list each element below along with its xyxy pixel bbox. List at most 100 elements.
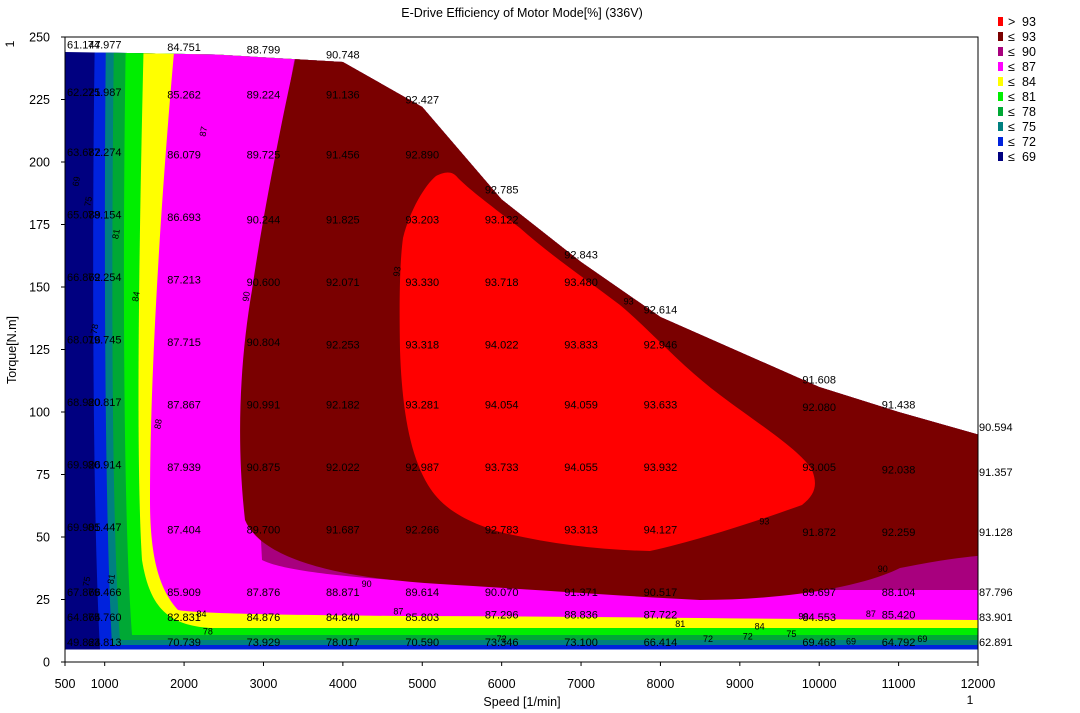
contour-label: 90 <box>798 612 808 622</box>
efficiency-value-label: 92.614 <box>644 305 678 317</box>
legend-operator: ≤ <box>1008 105 1015 119</box>
contour-label: 84 <box>755 622 765 632</box>
legend-value: 72 <box>1022 135 1036 149</box>
x-tick-label: 8000 <box>647 677 675 691</box>
contour-label: 93 <box>391 266 403 278</box>
efficiency-value-label: 86.079 <box>167 150 201 162</box>
x-tick-label: 10000 <box>802 677 837 691</box>
efficiency-value-label: 87.796 <box>979 587 1013 599</box>
y-tick-label: 200 <box>29 156 50 170</box>
legend-swatch <box>998 62 1003 71</box>
y-axis: 0 25 50 75 100 125 150 175 200 225 250 <box>29 31 65 670</box>
legend-operator: ≤ <box>1008 30 1015 44</box>
efficiency-value-label: 89.697 <box>802 587 836 599</box>
legend-value: 75 <box>1022 120 1036 134</box>
efficiency-value-label: 92.427 <box>405 95 439 107</box>
efficiency-value-label: 91.357 <box>979 467 1013 479</box>
legend-value: 84 <box>1022 75 1036 89</box>
contour-label: 78 <box>89 323 101 335</box>
efficiency-value-label: 84.876 <box>247 612 281 624</box>
efficiency-value-label: 63.813 <box>88 637 122 649</box>
contour-label: 72 <box>497 634 507 644</box>
efficiency-value-label: 94.054 <box>485 400 519 412</box>
efficiency-value-label: 93.005 <box>802 462 836 474</box>
efficiency-value-label: 92.266 <box>405 525 439 537</box>
efficiency-value-label: 92.843 <box>564 250 598 262</box>
y-tick-label: 150 <box>29 281 50 295</box>
efficiency-value-label: 94.127 <box>644 525 678 537</box>
efficiency-value-label: 89.224 <box>247 90 281 102</box>
efficiency-value-label: 70.739 <box>167 637 201 649</box>
efficiency-value-label: 73.929 <box>247 637 281 649</box>
efficiency-value-label: 90.244 <box>247 215 281 227</box>
efficiency-value-label: 92.038 <box>882 465 916 477</box>
y-tick-label: 0 <box>43 656 50 670</box>
efficiency-value-label: 93.122 <box>485 215 519 227</box>
y-tick-label: 225 <box>29 93 50 107</box>
legend-swatch <box>998 107 1003 116</box>
efficiency-value-label: 91.872 <box>802 527 836 539</box>
contour-label: 75 <box>81 576 93 588</box>
efficiency-value-label: 87.296 <box>485 610 519 622</box>
efficiency-value-label: 93.733 <box>485 462 519 474</box>
efficiency-value-label: 92.785 <box>485 185 519 197</box>
efficiency-value-label: 68.016 <box>67 335 101 347</box>
contour-label: 69 <box>71 176 83 188</box>
efficiency-value-label: 67.866 <box>67 587 101 599</box>
contour-label: 69 <box>846 637 856 647</box>
efficiency-value-label: 62.891 <box>979 637 1013 649</box>
contour-label: 72 <box>703 634 713 644</box>
efficiency-value-label: 88.871 <box>326 587 360 599</box>
efficiency-value-label: 62.221 <box>67 87 101 99</box>
efficiency-value-label: 91.438 <box>882 400 916 412</box>
efficiency-value-label: 92.259 <box>882 527 916 539</box>
legend: >93 ≤ 93 ≤ 90 ≤ 87 ≤ 84 ≤ 81 ≤ 78 ≤ 75 ≤ 72 ≤ 69 <box>998 15 1036 164</box>
efficiency-value-label: 66.414 <box>644 637 678 649</box>
x-tick-label: 2000 <box>170 677 198 691</box>
y-tick-label: 75 <box>36 468 50 482</box>
contour-label: 84 <box>197 609 207 619</box>
contour-label: 87 <box>198 126 210 138</box>
efficiency-value-label: 87.876 <box>247 587 281 599</box>
efficiency-value-label: 91.608 <box>802 375 836 387</box>
efficiency-value-label: 87.213 <box>167 275 201 287</box>
legend-value: 87 <box>1022 60 1036 74</box>
y-axis-label: Torque[N.m] <box>5 316 19 384</box>
efficiency-value-label: 93.633 <box>644 400 678 412</box>
efficiency-value-label: 78.017 <box>326 637 360 649</box>
legend-value: 90 <box>1022 45 1036 59</box>
contour-label: 87 <box>866 609 876 619</box>
legend-swatch <box>998 47 1003 56</box>
legend-swatch <box>998 152 1003 161</box>
efficiency-value-label: 92.253 <box>326 340 360 352</box>
contour-label: 90 <box>362 579 372 589</box>
efficiency-value-label: 90.875 <box>247 462 281 474</box>
contour-label: 88 <box>152 418 164 430</box>
efficiency-value-label: 78.154 <box>88 210 122 222</box>
efficiency-value-label: 69.926 <box>67 460 101 472</box>
efficiency-value-label: 79.745 <box>88 335 122 347</box>
efficiency-value-label: 73.346 <box>485 637 519 649</box>
efficiency-value-label: 70.590 <box>405 637 439 649</box>
efficiency-value-label: 64.792 <box>882 637 916 649</box>
efficiency-value-label: 93.281 <box>405 400 439 412</box>
efficiency-value-label: 90.748 <box>326 50 360 62</box>
efficiency-value-label: 91.825 <box>326 215 360 227</box>
legend-swatch <box>998 77 1003 86</box>
efficiency-value-label: 68.920 <box>67 397 101 409</box>
corner-bottom-label: 1 <box>967 693 974 707</box>
efficiency-value-label: 79.254 <box>88 272 122 284</box>
band-gt-93 <box>399 172 815 551</box>
efficiency-value-label: 84.751 <box>167 42 201 54</box>
x-tick-label: 12000 <box>961 677 996 691</box>
efficiency-value-label: 88.799 <box>247 45 281 57</box>
efficiency-value-label: 74.977 <box>88 40 122 52</box>
efficiency-value-label: 82.831 <box>167 612 201 624</box>
efficiency-value-label: 92.080 <box>802 402 836 414</box>
efficiency-value-label: 92.022 <box>326 462 360 474</box>
efficiency-value-label: 85.909 <box>167 587 201 599</box>
efficiency-value-label: 87.939 <box>167 462 201 474</box>
contour-label: 81 <box>105 573 117 585</box>
